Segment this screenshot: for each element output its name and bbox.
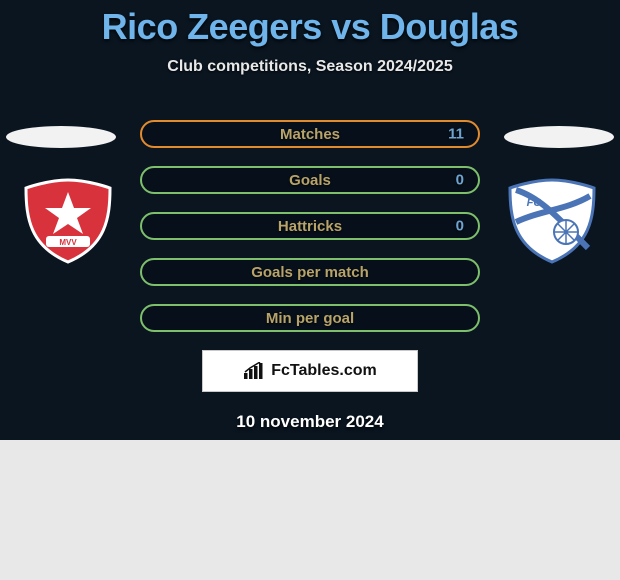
stat-label: Matches bbox=[280, 126, 340, 143]
date-label: 10 november 2024 bbox=[0, 412, 620, 432]
stat-label: Min per goal bbox=[266, 310, 354, 327]
stat-rows: Matches 11 Goals 0 Hattricks 0 Goals per match… bbox=[0, 120, 620, 332]
stat-value: 11 bbox=[448, 126, 464, 143]
stat-row: Goals 0 bbox=[140, 166, 480, 194]
stat-row: Goals per match bbox=[140, 258, 480, 286]
page-title: Rico Zeegers vs Douglas bbox=[0, 0, 620, 48]
stat-value: 0 bbox=[456, 172, 464, 189]
stat-row: Min per goal bbox=[140, 304, 480, 332]
stat-label: Goals per match bbox=[251, 264, 369, 281]
brand-text: FcTables.com bbox=[271, 362, 377, 380]
stat-row: Matches 11 bbox=[140, 120, 480, 148]
stat-value: 0 bbox=[456, 218, 464, 235]
light-background bbox=[0, 440, 620, 580]
stat-label: Hattricks bbox=[278, 218, 342, 235]
bar-chart-icon bbox=[243, 362, 265, 380]
stat-label: Goals bbox=[289, 172, 331, 189]
stat-row: Hattricks 0 bbox=[140, 212, 480, 240]
page-subtitle: Club competitions, Season 2024/2025 bbox=[0, 58, 620, 76]
brand-box: FcTables.com bbox=[202, 350, 418, 392]
